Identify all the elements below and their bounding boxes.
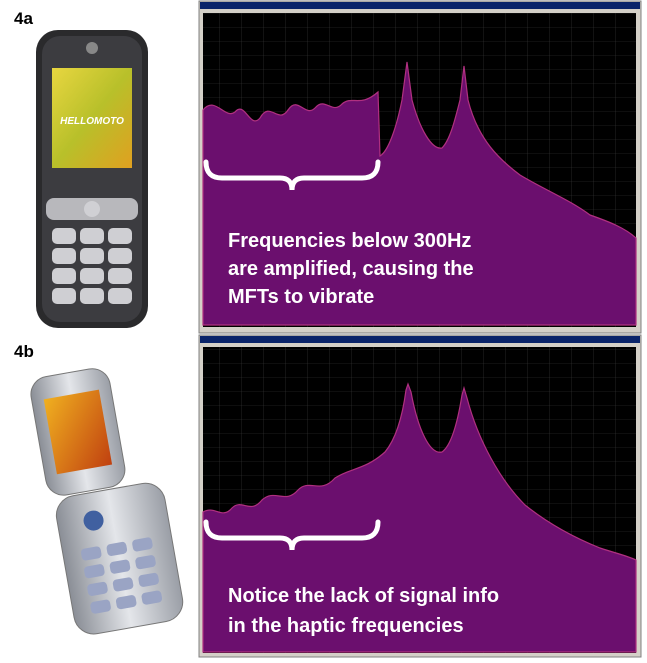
- phone-image: [28, 360, 186, 638]
- annotation: Frequencies below 300Hz: [228, 230, 471, 252]
- annotation: are amplified, causing the: [228, 258, 474, 280]
- spectrum-screenshot: Notice the lack of signal info in the ha…: [199, 335, 641, 657]
- phone-image: HELLOMOTO: [36, 30, 148, 328]
- annotation: in the haptic frequencies: [228, 615, 464, 637]
- annotation: Notice the lack of signal info: [228, 585, 499, 607]
- panel-label: 4b: [14, 342, 34, 361]
- panel-label: 4a: [14, 9, 33, 28]
- spectrum-screenshot: Frequencies below 300Hz are amplified, c…: [199, 1, 641, 333]
- annotation: MFTs to vibrate: [228, 286, 374, 308]
- figure: 4a 4b HELLOMOTO: [0, 0, 647, 658]
- svg-text:HELLOMOTO: HELLOMOTO: [60, 116, 124, 127]
